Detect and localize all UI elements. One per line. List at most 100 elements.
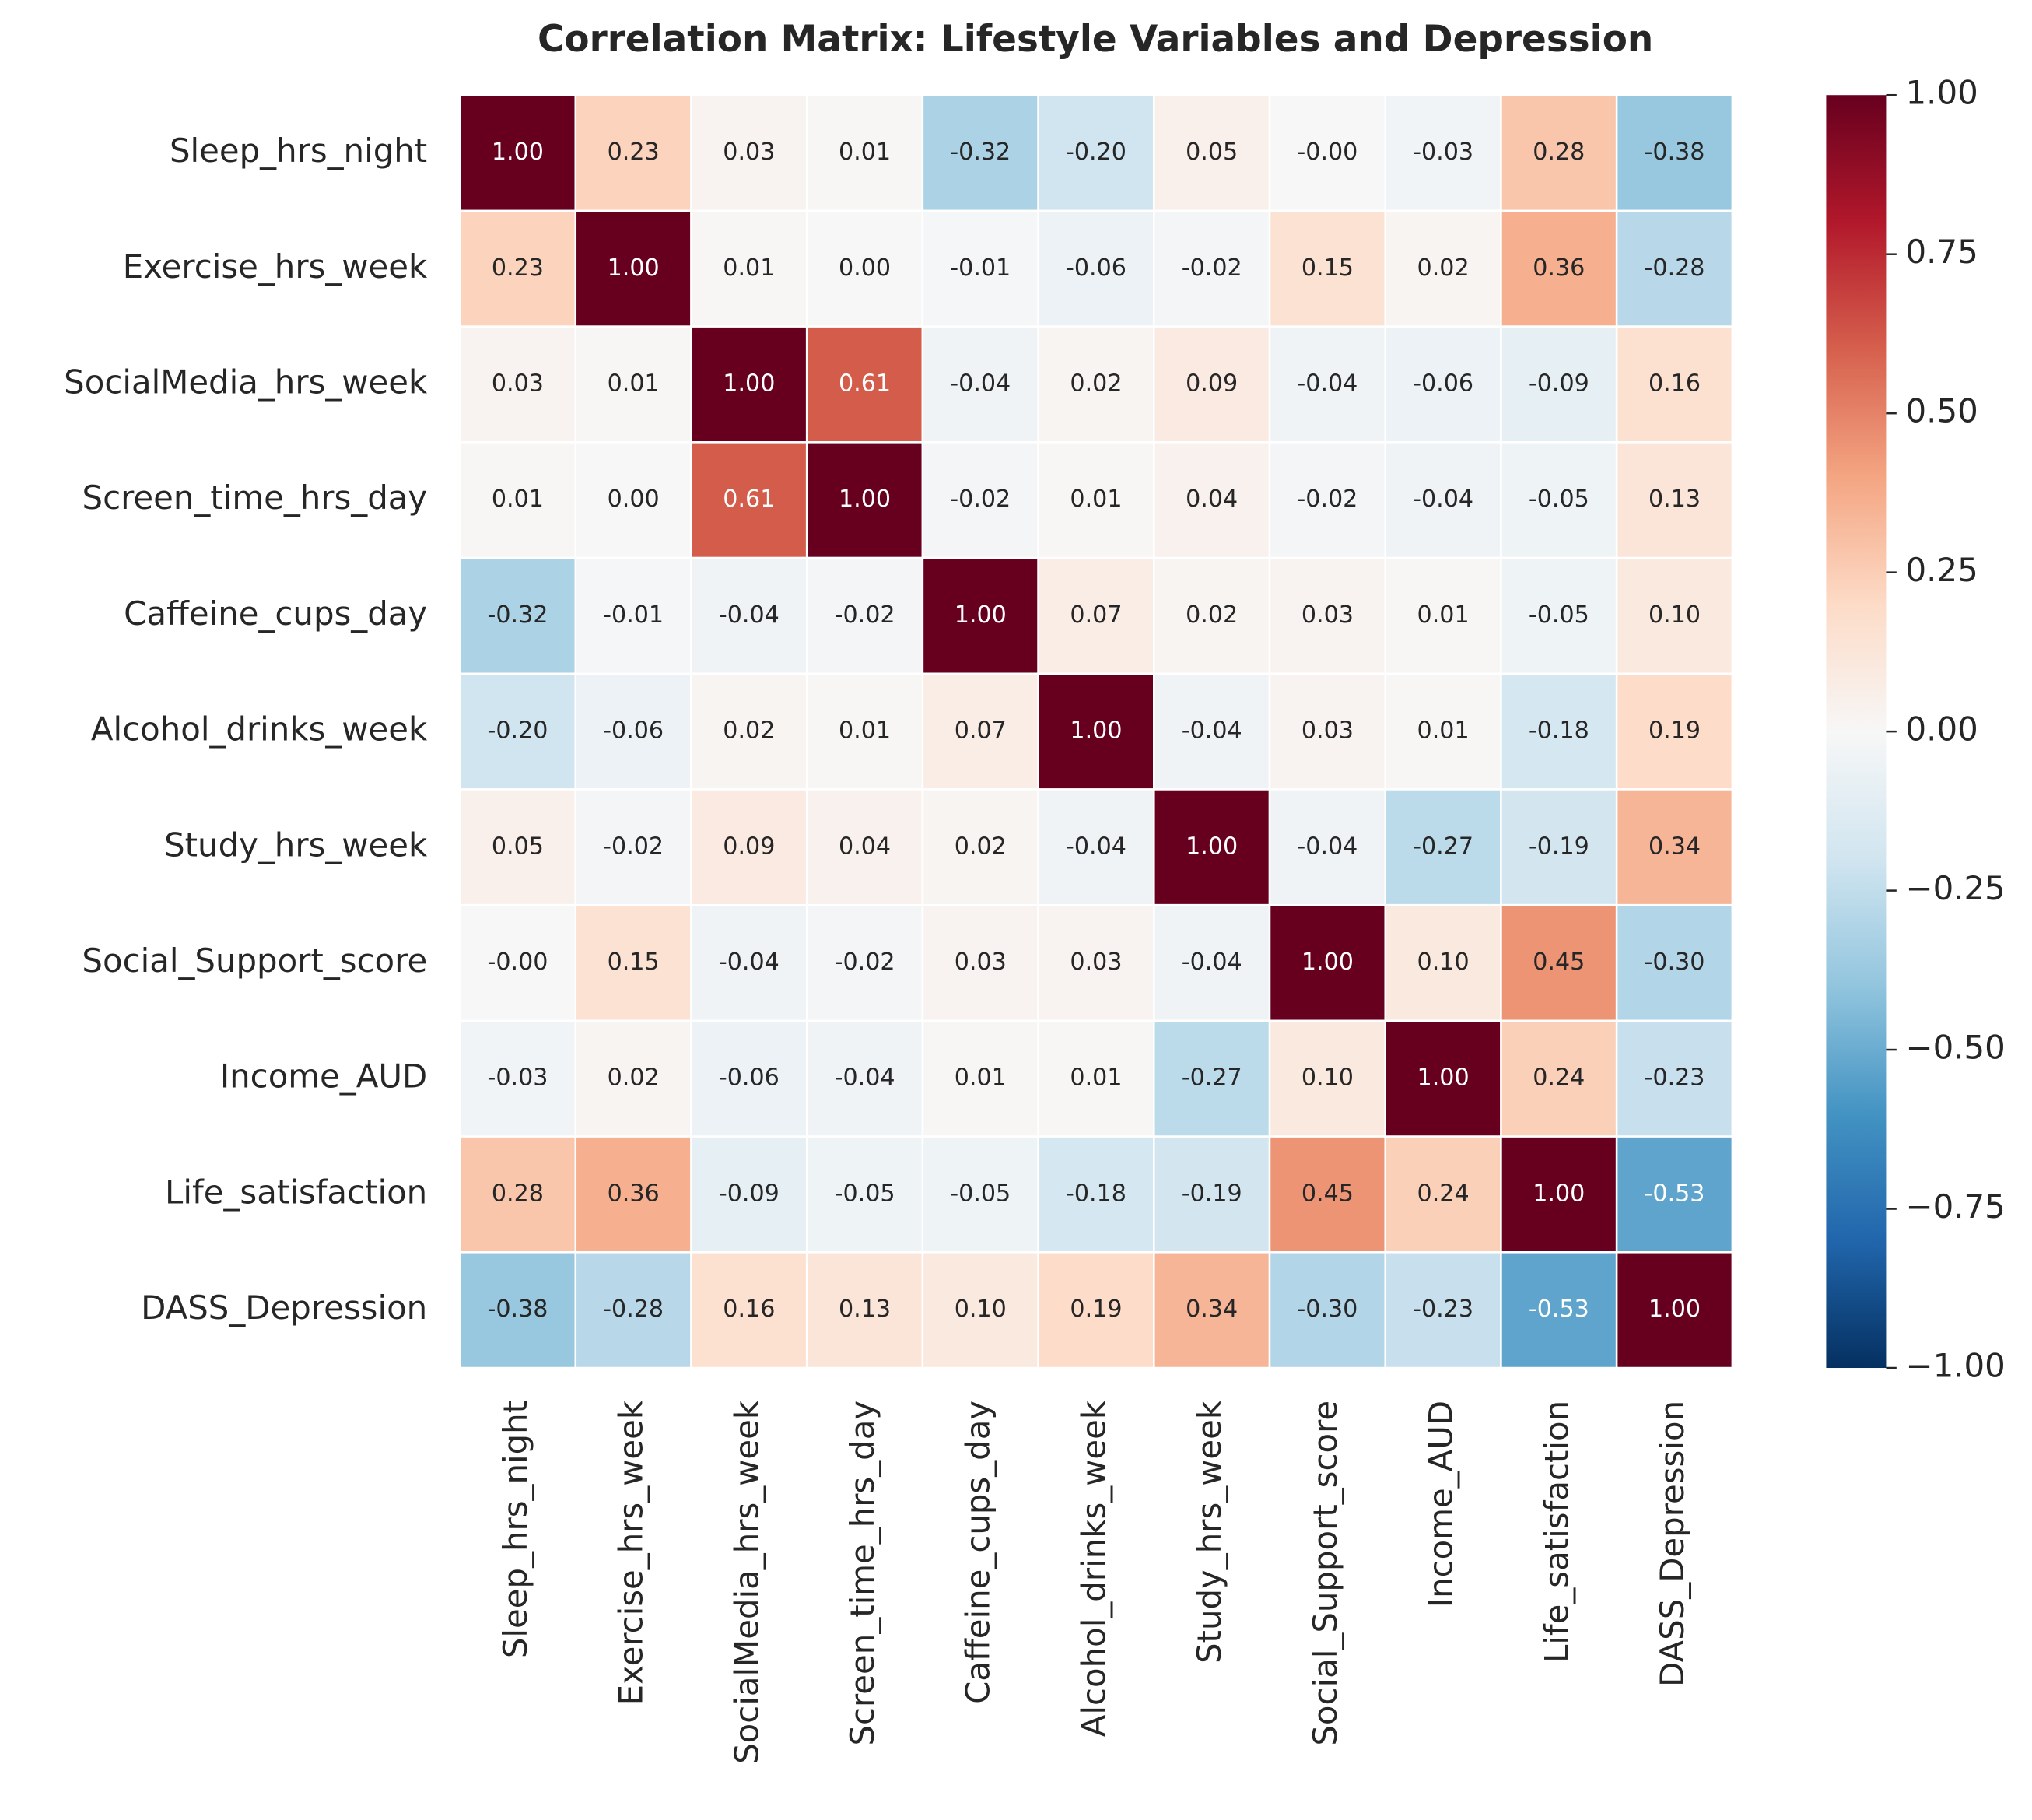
cell-label: -0.01 [950,254,1011,282]
heatmap-cell [690,1251,808,1369]
cell-label: -0.05 [1529,486,1589,513]
heatmap-cell [1037,1251,1155,1369]
heatmap-cell [574,93,692,212]
y-tick-label: Caffeine_cups_day [124,594,427,633]
cell-label: 1.00 [1533,1180,1585,1207]
heatmap-cell [921,325,1039,444]
colorbar-tick-label: −0.25 [1906,869,2006,907]
cell-label: 0.00 [608,486,660,513]
cell-label: 1.00 [723,370,775,397]
cell-label: 0.16 [1648,370,1701,397]
cell-label: 0.01 [1417,717,1470,745]
heatmap-cell [1500,556,1618,675]
x-tick-label: Caffeine_cups_day [959,1401,997,1704]
heatmap-cell [921,1251,1039,1369]
cell-label: 0.01 [608,370,660,397]
cell-label: 0.34 [1648,833,1701,860]
heatmap-cell [1037,93,1155,212]
cell-label: -0.09 [1529,370,1589,397]
heatmap-cell [921,903,1039,1022]
heatmap-cell [458,1135,577,1254]
cell-label: 0.15 [1302,254,1354,282]
cell-label: -0.30 [1645,949,1705,976]
cell-label: -0.04 [1182,717,1242,745]
cell-label: 0.01 [955,1064,1007,1092]
heatmap-cell [1268,1251,1386,1369]
y-tick-label: Study_hrs_week [164,826,428,864]
heatmap-cell [458,903,577,1022]
cell-label: -0.04 [1182,949,1242,976]
cell-label: 0.01 [723,254,775,282]
cell-label: -0.05 [835,1180,895,1207]
cell-label: 0.61 [723,486,775,513]
cell-label: 0.10 [1648,601,1701,629]
heatmap-cell [1037,556,1155,675]
x-tick-label: Screen_time_hrs_day [843,1401,881,1746]
x-tick-label: Alcohol_drinks_week [1074,1400,1112,1737]
y-tick-label: DASS_Depression [141,1289,427,1327]
heatmap-cell [1268,1135,1386,1254]
cell-label: -0.20 [1066,139,1126,166]
y-tick-label: Social_Support_score [82,942,427,980]
y-tick-label: Income_AUD [220,1057,427,1096]
heatmap-cell [1268,788,1386,906]
heatmap-cell [1615,1251,1734,1369]
cell-label: -0.05 [1529,601,1589,629]
heatmap-cell [805,903,924,1022]
cell-label: 0.02 [955,833,1007,860]
heatmap-cell [574,1251,692,1369]
cell-label: 0.45 [1533,949,1585,976]
heatmap-cell [921,209,1039,328]
heatmap-cell [1037,672,1155,791]
heatmap-cell [921,556,1039,675]
heatmap-cell [1037,325,1155,444]
cell-label: -0.04 [835,1064,895,1092]
y-tick-label: Screen_time_hrs_day [82,479,428,517]
cell-label: 0.09 [723,833,775,860]
heatmap-cell [1615,325,1734,444]
cell-label: -0.53 [1529,1296,1589,1323]
cell-label: 0.28 [492,1180,544,1207]
y-tick-label: Alcohol_drinks_week [91,710,428,749]
cell-label: 0.10 [955,1296,1007,1323]
heatmap-cell [1384,788,1502,906]
colorbar-tick-label: −0.75 [1906,1187,2006,1226]
cell-label: 0.13 [839,1296,891,1323]
heatmap-cell [1153,903,1271,1022]
cell-label: -0.06 [1066,254,1126,282]
heatmap-cell [458,1251,577,1369]
cell-label: 0.03 [1070,949,1122,976]
heatmap-cell [1500,209,1618,328]
cell-label: 0.01 [492,486,544,513]
heatmap-cell [1037,1135,1155,1254]
heatmap-cell [921,1135,1039,1254]
cell-label: -0.00 [1297,139,1358,166]
cell-label: -0.32 [487,601,548,629]
heatmap-cell [690,93,808,212]
heatmap-cell [458,672,577,791]
cell-label: -0.32 [950,139,1011,166]
heatmap-cell [1500,93,1618,212]
heatmap-cell [1384,1135,1502,1254]
heatmap-cell [1500,1251,1618,1369]
cell-label: -0.05 [950,1180,1011,1207]
cell-label: -0.00 [487,949,548,976]
x-tick-label: Study_hrs_week [1190,1400,1228,1664]
cell-label: -0.19 [1182,1180,1242,1207]
heatmap-cell [1037,209,1155,328]
cell-label: -0.02 [1297,486,1358,513]
heatmap-cell [1037,1019,1155,1138]
cell-label: -0.02 [1182,254,1242,282]
y-tick-label: Exercise_hrs_week [123,247,428,286]
cell-label: 0.61 [839,370,891,397]
cell-label: 0.16 [723,1296,775,1323]
cell-label: -0.53 [1645,1180,1705,1207]
cell-label: 0.15 [608,949,660,976]
heatmap-cell [1500,1019,1618,1138]
heatmap-cell [1500,441,1618,559]
heatmap-cell [1615,1019,1734,1138]
cell-label: -0.03 [1413,139,1473,166]
heatmap-cell [1384,556,1502,675]
cell-label: 0.02 [1186,601,1238,629]
cell-label: -0.18 [1529,717,1589,745]
